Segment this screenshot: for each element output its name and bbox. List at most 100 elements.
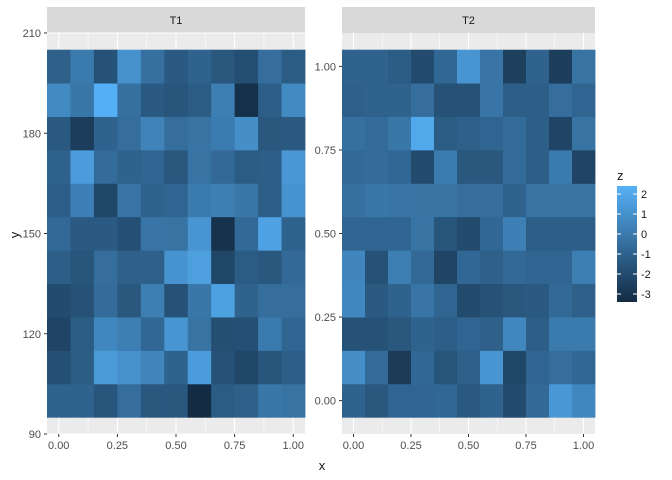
heatmap-tile bbox=[365, 317, 389, 351]
heatmap-tile bbox=[187, 283, 212, 318]
heatmap-tile bbox=[365, 383, 389, 418]
heatmap-tile bbox=[434, 350, 458, 385]
heatmap-tile bbox=[211, 216, 236, 251]
heatmap-tile bbox=[572, 116, 596, 151]
heatmap-tile bbox=[70, 350, 95, 385]
heatmap-tile bbox=[281, 216, 306, 251]
heatmap-tile bbox=[572, 183, 596, 218]
y-tick-label: 0.00 bbox=[315, 396, 336, 408]
heatmap-tile bbox=[526, 383, 550, 418]
heatmap-tile bbox=[365, 116, 389, 151]
heatmap-tile bbox=[70, 250, 95, 285]
facet-strip-label: T2 bbox=[462, 15, 475, 27]
heatmap-tile bbox=[526, 83, 550, 117]
heatmap-tile bbox=[342, 317, 366, 351]
x-tick-label: 0.25 bbox=[400, 440, 421, 452]
heatmap-tile bbox=[93, 83, 118, 117]
heatmap-tile bbox=[365, 283, 389, 318]
x-tick-label: 1.00 bbox=[283, 440, 304, 452]
heatmap-tile bbox=[526, 216, 550, 251]
legend-title: z bbox=[617, 168, 624, 183]
heatmap-tile bbox=[117, 149, 142, 184]
heatmap-tile bbox=[211, 383, 236, 418]
y-tick-label: 210 bbox=[23, 28, 41, 40]
y-tick-label: 0.75 bbox=[315, 145, 336, 157]
heatmap-tile bbox=[187, 83, 212, 117]
heatmap-tile bbox=[526, 283, 550, 318]
heatmap-tile bbox=[388, 350, 412, 385]
heatmap-tile bbox=[388, 317, 412, 351]
heatmap-tile bbox=[411, 49, 435, 84]
heatmap-tile bbox=[93, 350, 118, 385]
heatmap-tile bbox=[572, 216, 596, 251]
heatmap-tile bbox=[164, 183, 189, 218]
heatmap-tile bbox=[572, 149, 596, 184]
heatmap-tile bbox=[258, 83, 282, 117]
heatmap-tile bbox=[281, 317, 306, 351]
heatmap-tile bbox=[47, 149, 71, 184]
heatmap-tile bbox=[164, 317, 189, 351]
panels: T1 0.00 0.25 0.50 0.75 1.00 90 120 150 180 210 T2 0.… bbox=[23, 7, 596, 452]
heatmap-tile bbox=[70, 149, 95, 184]
heatmap-tile bbox=[411, 250, 435, 285]
heatmap-tile bbox=[140, 116, 165, 151]
heatmap-tile bbox=[549, 250, 573, 285]
heatmap-tile bbox=[211, 250, 236, 285]
heatmap-tile bbox=[140, 216, 165, 251]
y-tick-label: 1.00 bbox=[315, 61, 336, 73]
heatmap-tile bbox=[140, 317, 165, 351]
x-tick-label: 0.75 bbox=[224, 440, 245, 452]
y-tick-label: 120 bbox=[23, 329, 41, 341]
heatmap-tile bbox=[140, 149, 165, 184]
heatmap-tile bbox=[549, 183, 573, 218]
heatmap-tile bbox=[281, 183, 306, 218]
heatmap-tile bbox=[187, 383, 212, 418]
heatmap-tile bbox=[388, 383, 412, 418]
heatmap-tile bbox=[93, 49, 118, 84]
heatmap-tile bbox=[388, 149, 412, 184]
heatmap-tile bbox=[70, 317, 95, 351]
heatmap-tile bbox=[388, 116, 412, 151]
heatmap-tile bbox=[164, 216, 189, 251]
heatmap-tile bbox=[281, 383, 306, 418]
heatmap-tile bbox=[211, 116, 236, 151]
heatmap-tile bbox=[342, 83, 366, 117]
heatmap-tile bbox=[234, 350, 259, 385]
heatmap-tile bbox=[47, 350, 71, 385]
heatmap-tile bbox=[187, 350, 212, 385]
heatmap-tile bbox=[434, 49, 458, 84]
heatmap-tile bbox=[93, 317, 118, 351]
heatmap-tile bbox=[503, 116, 527, 151]
heatmap-tile bbox=[503, 383, 527, 418]
heatmap-tile bbox=[117, 49, 142, 84]
heatmap-tile bbox=[365, 250, 389, 285]
heatmap-tile bbox=[388, 283, 412, 318]
heatmap-tile bbox=[211, 149, 236, 184]
heatmap-tile bbox=[549, 350, 573, 385]
legend-tick-label: 0 bbox=[641, 229, 647, 241]
heatmap-tile bbox=[234, 283, 259, 318]
heatmap-tile bbox=[526, 317, 550, 351]
heatmap-tile bbox=[211, 49, 236, 84]
heatmap-tile bbox=[365, 83, 389, 117]
heatmap-tile bbox=[281, 83, 306, 117]
heatmap-tile bbox=[211, 350, 236, 385]
heatmap-tile bbox=[549, 149, 573, 184]
heatmap-tile bbox=[526, 49, 550, 84]
x-axis-title: x bbox=[319, 458, 326, 473]
heatmap-tile bbox=[480, 317, 504, 351]
heatmap-tile bbox=[258, 116, 282, 151]
heatmap-tile bbox=[281, 116, 306, 151]
facet-strip bbox=[47, 7, 305, 33]
heatmap-tile bbox=[480, 350, 504, 385]
heatmap-tile bbox=[70, 116, 95, 151]
heatmap-tile bbox=[93, 250, 118, 285]
facet-strip-label: T1 bbox=[170, 15, 183, 27]
heatmap-tile bbox=[365, 350, 389, 385]
heatmap-tile bbox=[70, 383, 95, 418]
x-tick-label: 0.75 bbox=[515, 440, 536, 452]
heatmap-tile bbox=[342, 283, 366, 318]
heatmap-tile bbox=[47, 116, 71, 151]
heatmap-tile bbox=[234, 83, 259, 117]
heatmap-tile bbox=[234, 49, 259, 84]
